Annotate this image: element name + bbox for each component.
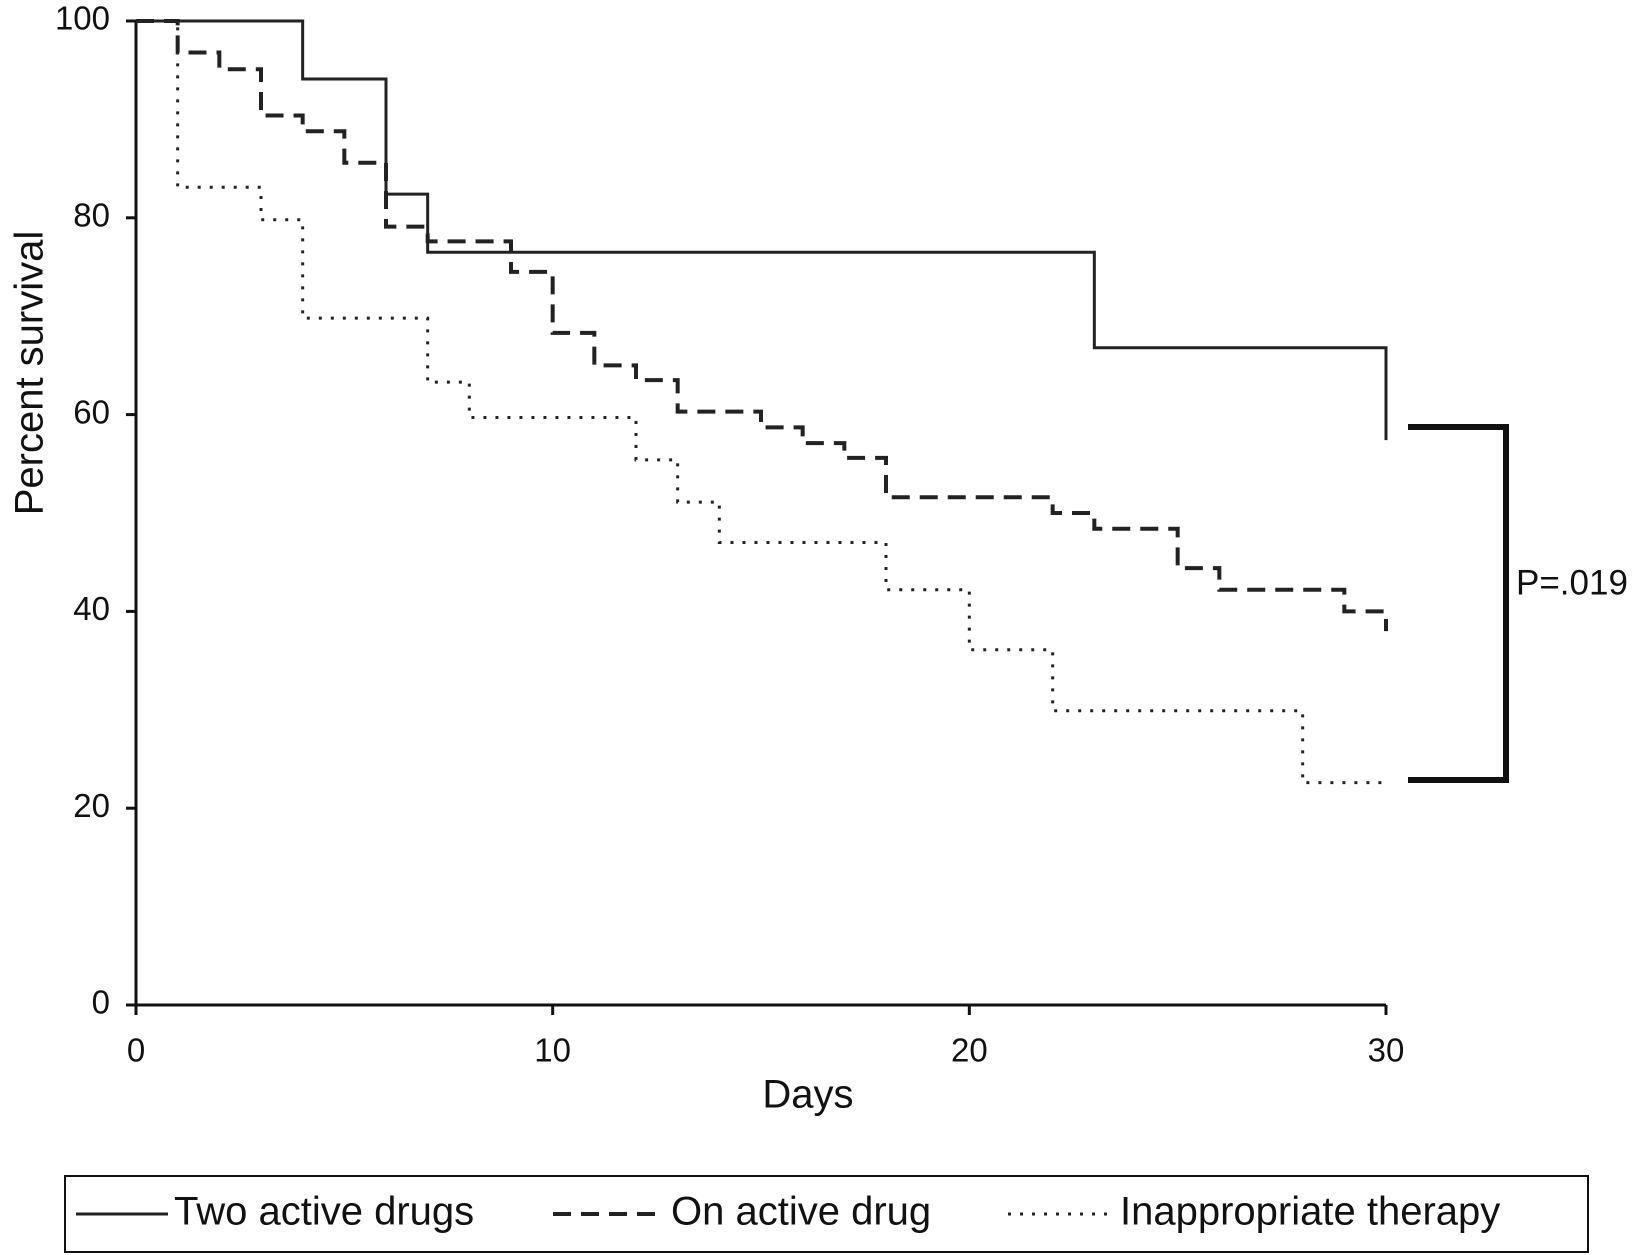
y-tick-label: 60 <box>73 393 110 430</box>
significance-bracket <box>1408 424 1509 783</box>
x-tick-label: 20 <box>951 1032 988 1069</box>
y-tick-label: 20 <box>73 787 110 824</box>
legend-label: Two active drugs <box>174 1190 474 1234</box>
x-axis-label: Days <box>762 1073 853 1117</box>
legend-label: Inappropriate therapy <box>1120 1190 1500 1234</box>
y-tick-label: 40 <box>73 590 110 627</box>
p-value: P=.019 <box>1516 563 1628 602</box>
x-tick-label: 10 <box>534 1032 571 1069</box>
y-tick-label: 100 <box>55 0 110 37</box>
legend-label: On active drug <box>671 1190 931 1234</box>
y-tick-label: 0 <box>92 984 110 1021</box>
x-tick-label: 0 <box>127 1032 145 1069</box>
legend-box <box>64 1175 1589 1253</box>
survival-curve <box>136 19 1386 785</box>
y-tick-label: 80 <box>73 197 110 234</box>
survival-curve <box>136 19 1388 441</box>
survival-curve <box>136 19 1388 632</box>
y-axis-label: Percent survival <box>8 231 52 516</box>
x-tick-label: 30 <box>1368 1032 1405 1069</box>
